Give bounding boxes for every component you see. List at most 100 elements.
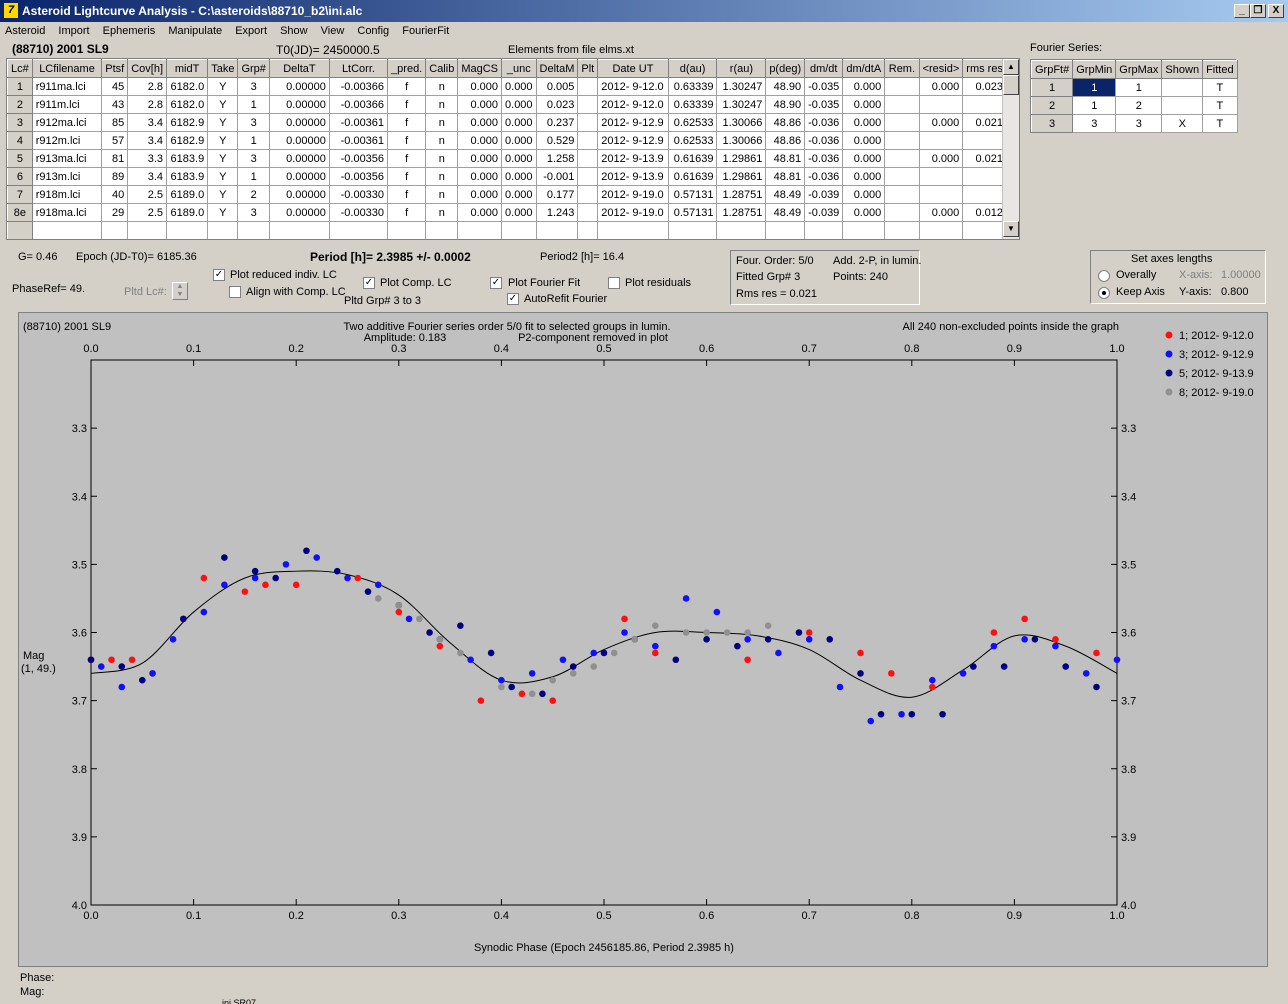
table-cell[interactable]: 0.000 xyxy=(457,149,503,168)
fs-column-header[interactable]: Shown xyxy=(1161,60,1204,79)
table-cell[interactable]: 48.86 xyxy=(765,131,806,150)
table-cell[interactable]: 0.61639 xyxy=(667,167,718,186)
column-header[interactable]: Calib xyxy=(425,59,459,78)
table-cell[interactable] xyxy=(101,221,129,239)
table-cell[interactable]: n xyxy=(425,185,459,204)
row-header[interactable]: 1 xyxy=(7,77,33,96)
pltd-lc-spinner[interactable]: ▲ ▼ xyxy=(172,282,188,300)
table-row[interactable]: 1 r911ma.lci 45 2.8 6182.0 Y 3 0.00000 -0.00366 f… xyxy=(7,77,1007,96)
table-cell[interactable] xyxy=(577,167,599,186)
column-header[interactable]: d(au) xyxy=(667,59,718,78)
plot-reduced-checkbox[interactable]: ✓ xyxy=(213,269,225,281)
table-cell[interactable]: 2.5 xyxy=(127,185,168,204)
column-header[interactable]: <resid> xyxy=(918,59,964,78)
table-cell[interactable]: r912ma.lci xyxy=(31,113,103,132)
scroll-down-icon[interactable]: ▼ xyxy=(1003,221,1019,237)
table-cell[interactable]: r918m.lci xyxy=(31,185,103,204)
table-cell[interactable]: 0.000 xyxy=(501,149,537,168)
table-cell[interactable] xyxy=(918,167,964,186)
table-cell[interactable]: -0.00330 xyxy=(328,185,389,204)
table-cell[interactable]: 6189.0 xyxy=(166,185,209,204)
x-axis-input[interactable]: 1.00000 xyxy=(1221,269,1261,281)
table-cell[interactable] xyxy=(918,131,964,150)
table-cell[interactable]: 1.30066 xyxy=(716,131,767,150)
fs-column-header[interactable]: GrpMin xyxy=(1072,60,1117,79)
table-cell[interactable] xyxy=(884,185,920,204)
table-cell[interactable]: f xyxy=(387,203,427,222)
table-cell[interactable] xyxy=(457,221,503,239)
table-cell[interactable]: 0.000 xyxy=(918,203,964,222)
table-cell[interactable]: -0.036 xyxy=(804,113,844,132)
table-cell[interactable]: 0.000 xyxy=(918,149,964,168)
table-cell[interactable] xyxy=(962,185,1007,204)
table-cell[interactable]: 0.000 xyxy=(501,77,537,96)
table-cell[interactable]: 0.000 xyxy=(842,131,886,150)
menu-manipulate[interactable]: Manipulate xyxy=(168,25,223,37)
menu-view[interactable]: View xyxy=(320,25,345,37)
table-cell[interactable]: -0.00366 xyxy=(328,77,389,96)
y-axis-input[interactable]: 0.800 xyxy=(1221,286,1249,298)
column-header[interactable]: Grp# xyxy=(237,59,270,78)
table-cell[interactable]: -0.039 xyxy=(804,185,844,204)
table-cell[interactable]: 0.000 xyxy=(842,185,886,204)
table-cell[interactable]: 0.57131 xyxy=(667,185,718,204)
table-cell[interactable]: 0.57131 xyxy=(667,203,718,222)
table-cell[interactable]: f xyxy=(387,95,427,114)
table-cell[interactable]: 0.000 xyxy=(457,131,503,150)
table-cell[interactable]: f xyxy=(387,131,427,150)
table-cell[interactable] xyxy=(597,221,669,239)
table-row[interactable]: 5 r913ma.lci 81 3.3 6183.9 Y 3 0.00000 -0.00356 f… xyxy=(7,149,1007,168)
table-cell[interactable]: 0.000 xyxy=(842,77,886,96)
table-cell[interactable] xyxy=(207,221,239,239)
table-cell[interactable] xyxy=(884,113,920,132)
table-cell[interactable]: 3.4 xyxy=(127,167,168,186)
overally-radio[interactable] xyxy=(1098,270,1110,282)
table-cell[interactable]: 0.000 xyxy=(918,77,964,96)
table-cell[interactable]: 1.30247 xyxy=(716,77,767,96)
table-cell[interactable]: 81 xyxy=(101,149,129,168)
fs-cell[interactable]: 1 xyxy=(1072,96,1117,115)
table-cell[interactable]: 89 xyxy=(101,167,129,186)
table-cell[interactable]: 1.28751 xyxy=(716,185,767,204)
column-header[interactable]: LCfilename xyxy=(31,59,103,78)
table-cell[interactable]: 1 xyxy=(237,95,270,114)
minimize-button[interactable]: _ xyxy=(1234,4,1250,18)
table-cell[interactable]: 29 xyxy=(101,203,129,222)
table-cell[interactable]: 0.000 xyxy=(842,95,886,114)
table-cell[interactable]: f xyxy=(387,113,427,132)
table-cell[interactable] xyxy=(884,149,920,168)
table-cell[interactable]: 3 xyxy=(237,113,270,132)
scroll-up-icon[interactable]: ▲ xyxy=(1003,59,1019,75)
table-cell[interactable] xyxy=(884,221,920,239)
table-cell[interactable]: 2012- 9-12.0 xyxy=(597,77,669,96)
table-cell[interactable]: 48.49 xyxy=(765,203,806,222)
table-cell[interactable] xyxy=(884,131,920,150)
table-cell[interactable] xyxy=(918,221,964,239)
table-cell[interactable]: Y xyxy=(207,203,239,222)
column-header[interactable]: dm/dtA xyxy=(842,59,886,78)
table-cell[interactable]: -0.036 xyxy=(804,149,844,168)
table-cell[interactable]: r918ma.lci xyxy=(31,203,103,222)
table-cell[interactable]: 0.00000 xyxy=(268,185,330,204)
table-cell[interactable]: f xyxy=(387,149,427,168)
table-cell[interactable]: 0.000 xyxy=(842,149,886,168)
table-cell[interactable]: 2.8 xyxy=(127,77,168,96)
table-cell[interactable]: 6182.0 xyxy=(166,95,209,114)
table-cell[interactable]: -0.00361 xyxy=(328,113,389,132)
plot-residuals-checkbox[interactable] xyxy=(608,277,620,289)
column-header[interactable]: Take xyxy=(207,59,239,78)
fs-cell[interactable]: X xyxy=(1161,114,1204,133)
table-cell[interactable]: 45 xyxy=(101,77,129,96)
table-row[interactable]: 7 r918m.lci 40 2.5 6189.0 Y 2 0.00000 -0.00330 f n… xyxy=(7,185,1007,204)
table-cell[interactable]: Y xyxy=(207,185,239,204)
table-cell[interactable]: 3.3 xyxy=(127,149,168,168)
table-cell[interactable]: 0.237 xyxy=(535,113,579,132)
column-header[interactable]: Date UT xyxy=(597,59,669,78)
column-header[interactable]: Rem. xyxy=(884,59,920,78)
table-cell[interactable]: 0.000 xyxy=(457,77,503,96)
table-cell[interactable] xyxy=(765,221,806,239)
table-cell[interactable]: 57 xyxy=(101,131,129,150)
